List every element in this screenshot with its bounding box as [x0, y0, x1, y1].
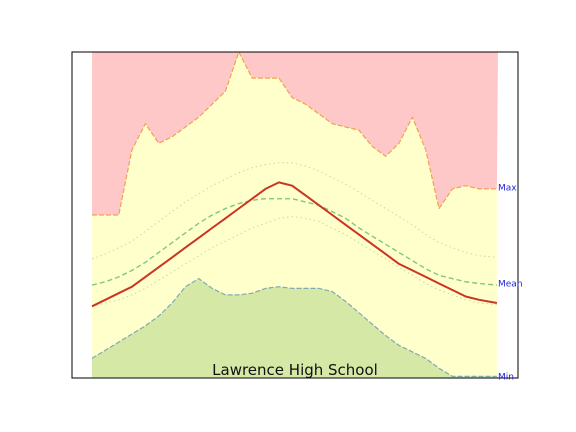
label-layer: Max Mean Min: [498, 183, 523, 382]
right-label-max: Max: [498, 183, 517, 193]
max-region-fill: [92, 52, 498, 215]
right-label-min: Min: [498, 372, 514, 382]
right-label-mean: Mean: [498, 280, 523, 290]
chart-title: Lawrence High School: [212, 361, 378, 379]
min-region-fill: [92, 278, 498, 378]
lower-dotted-line: [91, 216, 497, 307]
min-line: [91, 278, 497, 377]
mid-region-fill: [92, 52, 497, 377]
max-line: [92, 51, 497, 216]
axes-frame: [71, 51, 519, 379]
mean-line: [91, 181, 498, 308]
plot-layer: [91, 51, 498, 378]
upper-dotted-line: [91, 162, 497, 260]
upper-dashed-line: [91, 198, 497, 286]
